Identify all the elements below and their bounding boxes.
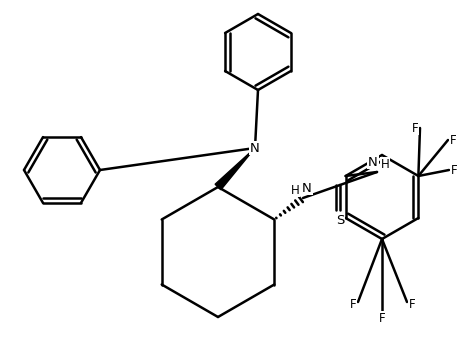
Text: N: N (250, 142, 260, 155)
Text: F: F (412, 121, 418, 134)
Text: F: F (451, 163, 457, 176)
Text: S: S (336, 214, 344, 227)
Text: H: H (381, 157, 389, 170)
Text: F: F (350, 299, 356, 311)
Text: H: H (291, 184, 299, 197)
Text: F: F (379, 311, 385, 324)
Polygon shape (215, 148, 255, 190)
Text: F: F (450, 133, 456, 146)
Text: N: N (302, 181, 312, 195)
Text: F: F (409, 299, 415, 311)
Text: N: N (368, 156, 378, 168)
